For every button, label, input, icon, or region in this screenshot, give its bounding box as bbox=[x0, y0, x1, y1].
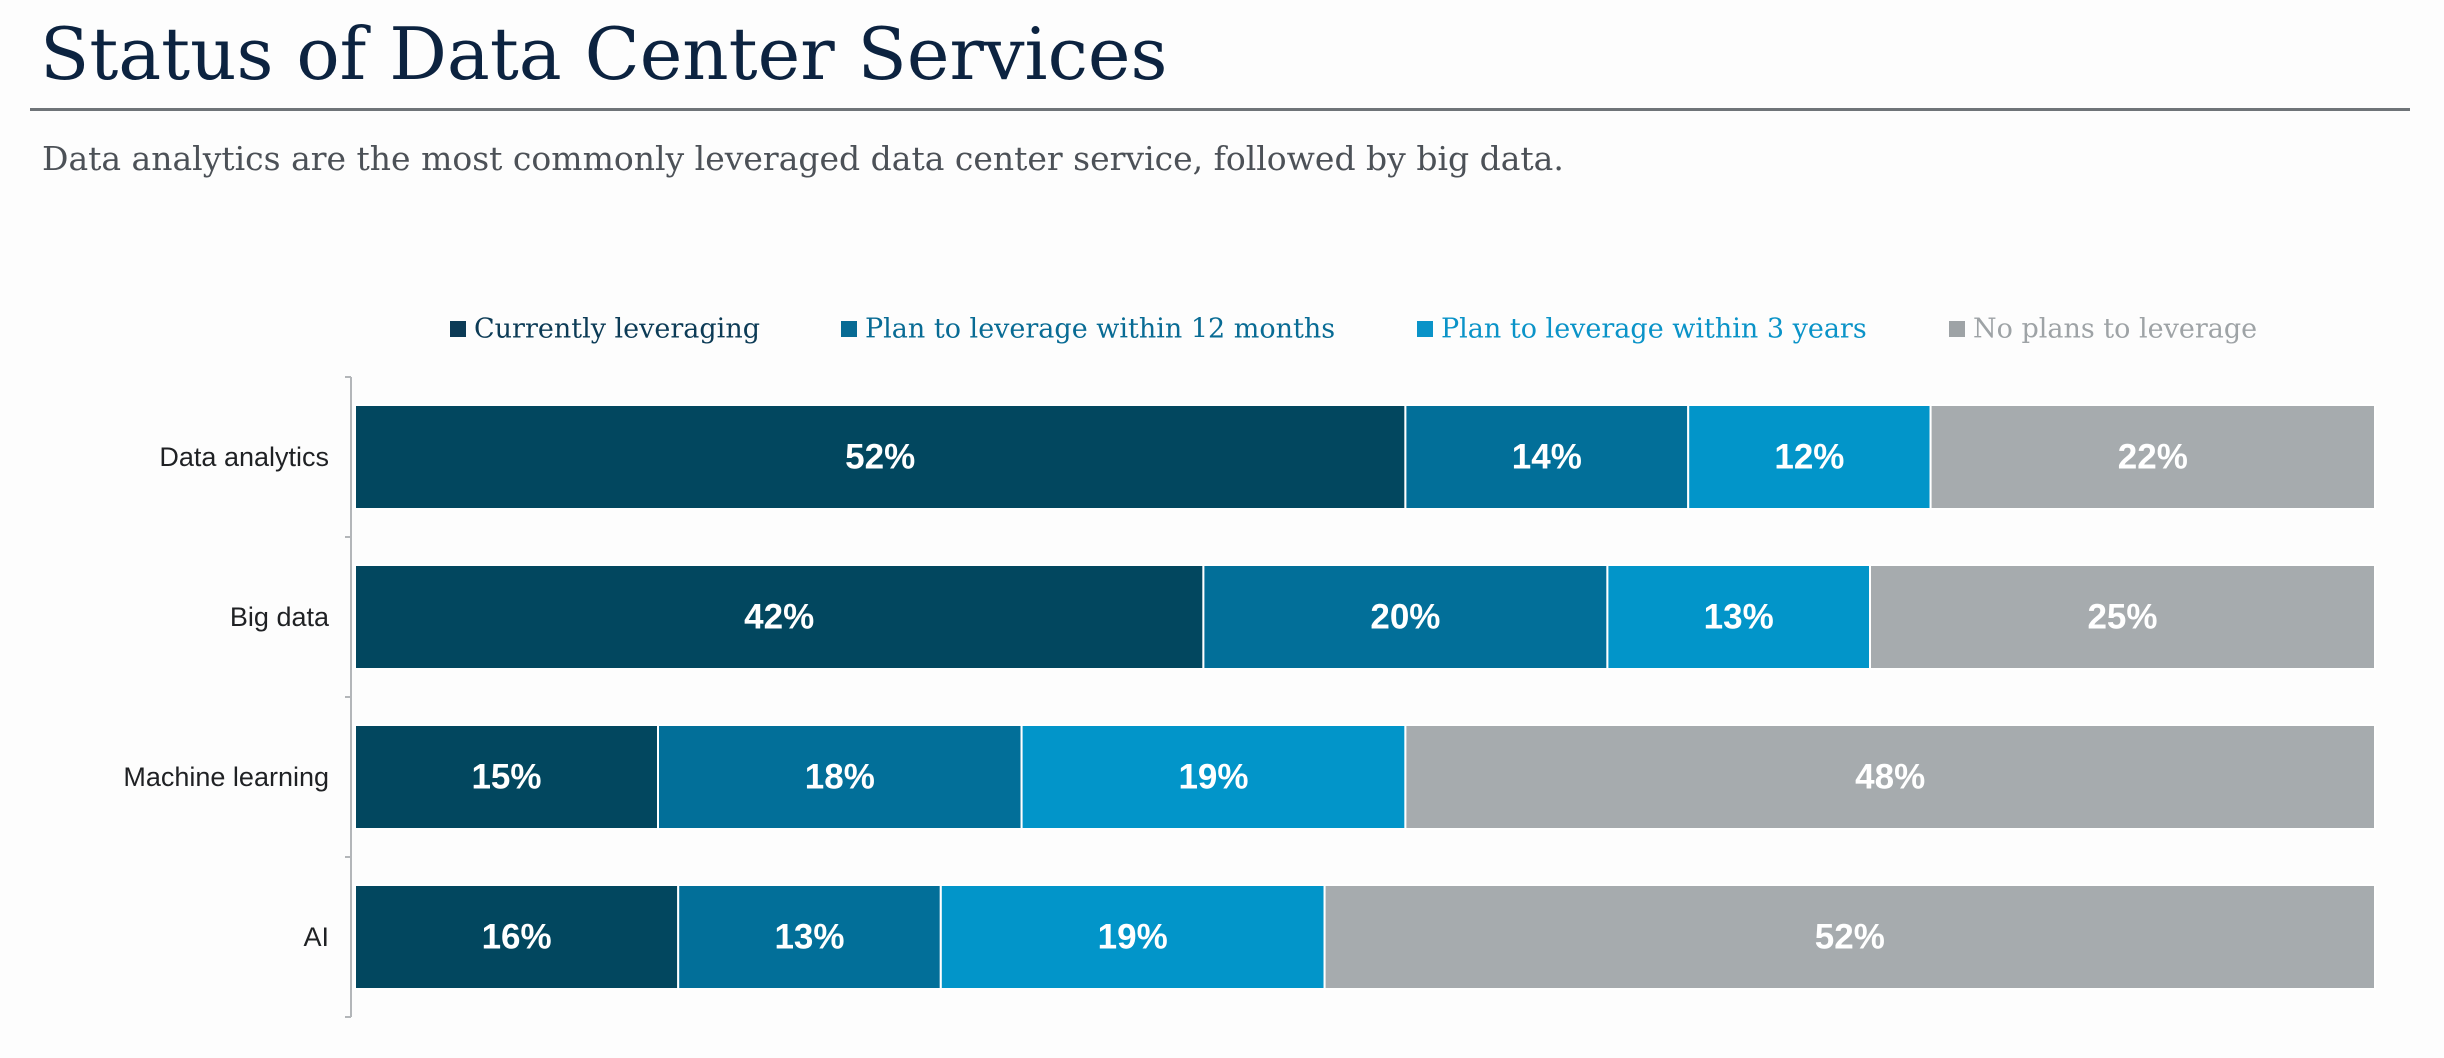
bar-big-data-no-plans-to-leverage bbox=[1869, 564, 2376, 670]
data-label: 52% bbox=[845, 438, 915, 477]
category-label-big-data: Big data bbox=[230, 602, 330, 632]
legend-swatch-no-plans-to-leverage bbox=[1949, 321, 1965, 337]
data-label: 13% bbox=[774, 918, 844, 957]
legend-label-currently-leveraging: Currently leveraging bbox=[474, 314, 760, 345]
data-label: 12% bbox=[1774, 438, 1844, 477]
data-label: 20% bbox=[1370, 598, 1440, 637]
page-subtitle: Data analytics are the most commonly lev… bbox=[42, 139, 1564, 178]
bar-machine-learning-plan-to-leverage-within-3-years bbox=[1020, 724, 1407, 830]
category-label-data-analytics: Data analytics bbox=[159, 442, 329, 472]
bar-ai-plan-to-leverage-within-12-months bbox=[677, 884, 942, 990]
data-label: 22% bbox=[2118, 438, 2188, 477]
bar-data-analytics-no-plans-to-leverage bbox=[1929, 404, 2376, 510]
legend-label-plan-to-leverage-within-3-years: Plan to leverage within 3 years bbox=[1441, 314, 1867, 345]
bar-machine-learning-plan-to-leverage-within-12-months bbox=[657, 724, 1023, 830]
data-label: 48% bbox=[1855, 758, 1925, 797]
data-label: 25% bbox=[2087, 598, 2157, 637]
legend-swatch-plan-to-leverage-within-3-years bbox=[1417, 321, 1433, 337]
legend-label-plan-to-leverage-within-12-months: Plan to leverage within 12 months bbox=[865, 314, 1335, 345]
data-label: 18% bbox=[805, 758, 875, 797]
data-label: 16% bbox=[482, 918, 552, 957]
bar-ai-currently-leveraging bbox=[354, 884, 680, 990]
data-label: 14% bbox=[1512, 438, 1582, 477]
bar-machine-learning-no-plans-to-leverage bbox=[1404, 724, 2376, 830]
legend-swatch-currently-leveraging bbox=[450, 321, 466, 337]
data-label: 52% bbox=[1815, 918, 1885, 957]
title-divider bbox=[30, 108, 2410, 111]
bar-big-data-plan-to-leverage-within-12-months bbox=[1202, 564, 1609, 670]
page-title: Status of Data Center Services bbox=[40, 12, 1168, 96]
bar-big-data-currently-leveraging bbox=[354, 564, 1205, 670]
data-label: 19% bbox=[1098, 918, 1168, 957]
category-label-ai: AI bbox=[303, 922, 329, 952]
data-label: 15% bbox=[471, 758, 541, 797]
data-label: 42% bbox=[744, 598, 814, 637]
bar-big-data-plan-to-leverage-within-3-years bbox=[1606, 564, 1872, 670]
bar-ai-plan-to-leverage-within-3-years bbox=[939, 884, 1326, 990]
bar-data-analytics-currently-leveraging bbox=[354, 404, 1407, 510]
data-label: 13% bbox=[1704, 598, 1774, 637]
legend-label-no-plans-to-leverage: No plans to leverage bbox=[1973, 314, 2257, 345]
data-label: 19% bbox=[1178, 758, 1248, 797]
category-label-machine-learning: Machine learning bbox=[123, 762, 329, 792]
legend-swatch-plan-to-leverage-within-12-months bbox=[841, 321, 857, 337]
bar-ai-no-plans-to-leverage bbox=[1323, 884, 2376, 990]
